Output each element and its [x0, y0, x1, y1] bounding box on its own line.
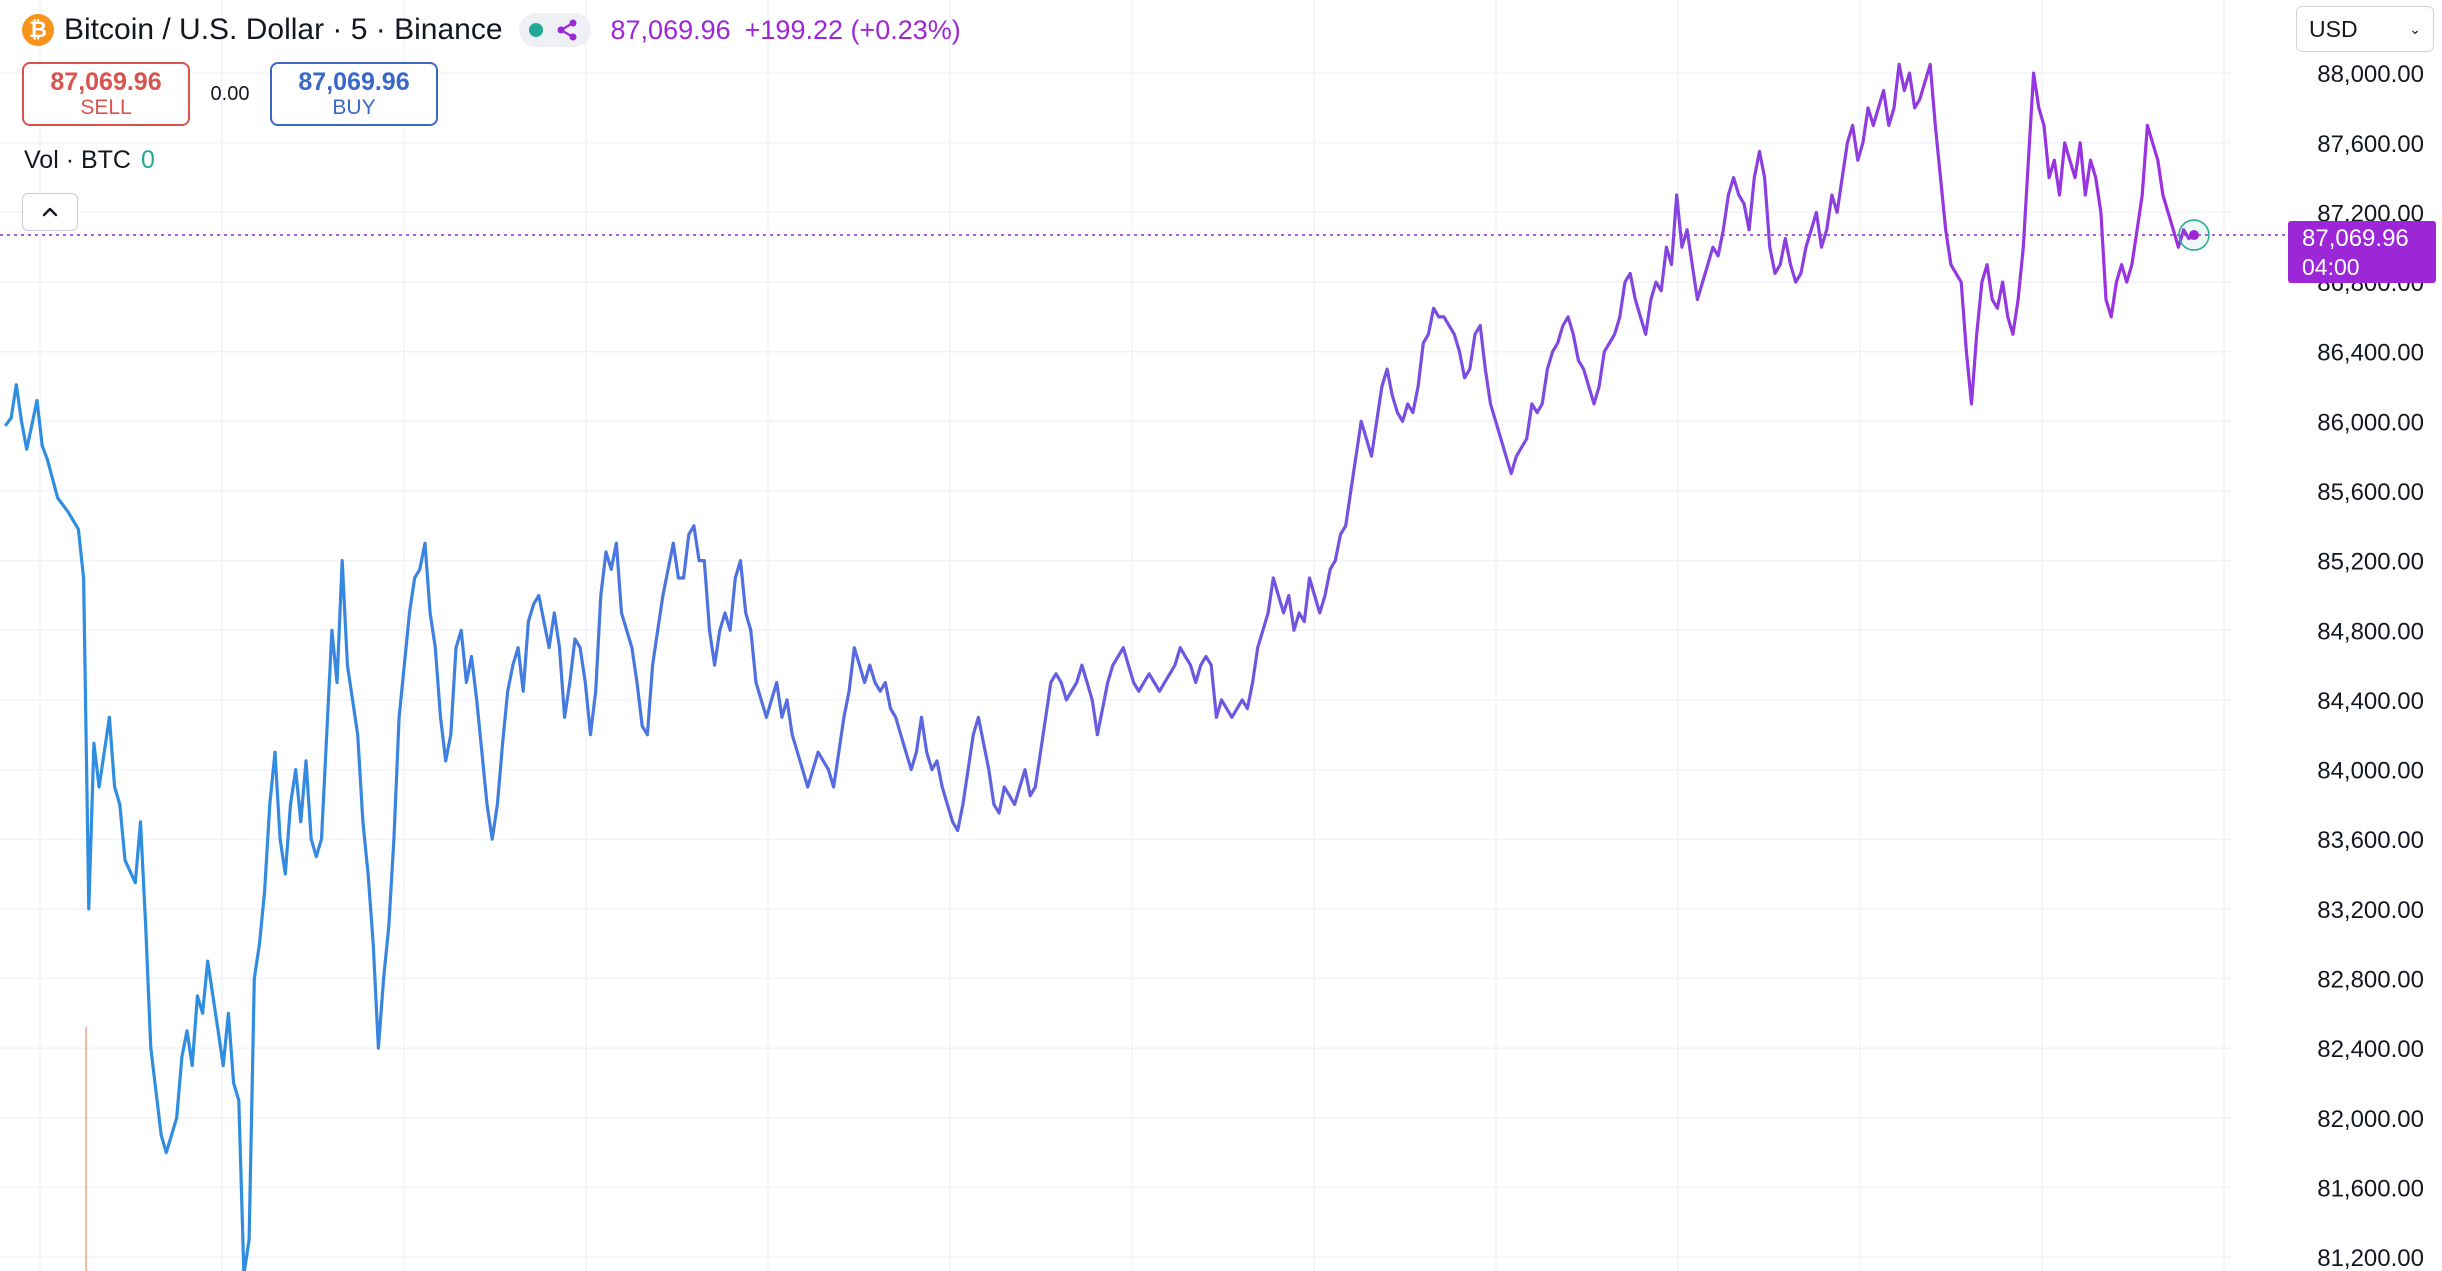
currency-select[interactable]: USD ⌄ [2296, 6, 2434, 52]
share-icon[interactable] [553, 16, 581, 44]
price-axis-tick-label: 81,200.00 [2317, 1245, 2424, 1271]
price-axis-tick-label: 87,600.00 [2317, 131, 2424, 158]
chevron-up-icon [42, 207, 58, 217]
price-axis-tick-label: 82,400.00 [2317, 1036, 2424, 1063]
market-open-dot-icon [528, 23, 543, 37]
bar-countdown: 04:00 [2302, 254, 2360, 281]
price-change-value: +199.22 (+0.23%) [744, 14, 961, 45]
price-axis-tick-label: 84,400.00 [2317, 688, 2424, 715]
price-axis-tick-label: 85,200.00 [2317, 549, 2424, 576]
trade-panel: 87,069.96 SELL 0.00 87,069.96 BUY [22, 60, 438, 128]
sell-label: SELL [80, 96, 132, 119]
price-axis-tick-label: 86,400.00 [2317, 340, 2424, 367]
price-axis-tick-label: 83,600.00 [2317, 827, 2424, 854]
price-axis-tick-label: 84,000.00 [2317, 758, 2424, 785]
spread-value: 0.00 [210, 82, 250, 105]
market-status-pill[interactable] [518, 13, 591, 47]
bitcoin-logo-icon: ₿ [22, 14, 54, 46]
symbol-header: ₿ Bitcoin / U.S. Dollar · 5 · Binance 87… [22, 10, 961, 50]
chart-grid [0, 0, 2231, 1271]
volume-legend-label: Vol · BTC [24, 146, 131, 174]
price-axis-tick-label: 84,800.00 [2317, 618, 2424, 645]
price-line-series [4, 62, 2196, 1271]
price-axis-tick-label: 83,200.00 [2317, 897, 2424, 924]
price-axis-tick-label: 81,600.00 [2317, 1175, 2424, 1202]
sell-price: 87,069.96 [50, 68, 162, 96]
last-price-dot [2188, 230, 2199, 241]
price-axis-tick-label: 82,800.00 [2317, 966, 2424, 993]
collapse-legend-button[interactable] [22, 193, 78, 231]
currency-select-value: USD [2309, 15, 2358, 42]
price-axis-tick-label: 88,000.00 [2317, 61, 2424, 88]
buy-button[interactable]: 87,069.96 BUY [270, 62, 438, 126]
volume-legend[interactable]: Vol · BTC 0 [24, 146, 155, 175]
price-axis-tick-label: 85,600.00 [2317, 479, 2424, 506]
price-axis-tick-label: 82,000.00 [2317, 1106, 2424, 1133]
last-price-tag-value: 87,069.96 [2302, 225, 2409, 253]
last-price-value: 87,069.96 [610, 14, 731, 45]
buy-price: 87,069.96 [298, 68, 410, 96]
chevron-down-icon: ⌄ [2409, 20, 2421, 37]
sell-button[interactable]: 87,069.96 SELL [22, 62, 190, 126]
buy-label: BUY [332, 96, 376, 119]
price-axis-tick-label: 86,000.00 [2317, 409, 2424, 436]
last-price-tag: 87,069.96 04:00 [2288, 221, 2436, 284]
volume-legend-value: 0 [140, 146, 155, 174]
symbol-title[interactable]: Bitcoin / U.S. Dollar · 5 · Binance [64, 13, 503, 46]
